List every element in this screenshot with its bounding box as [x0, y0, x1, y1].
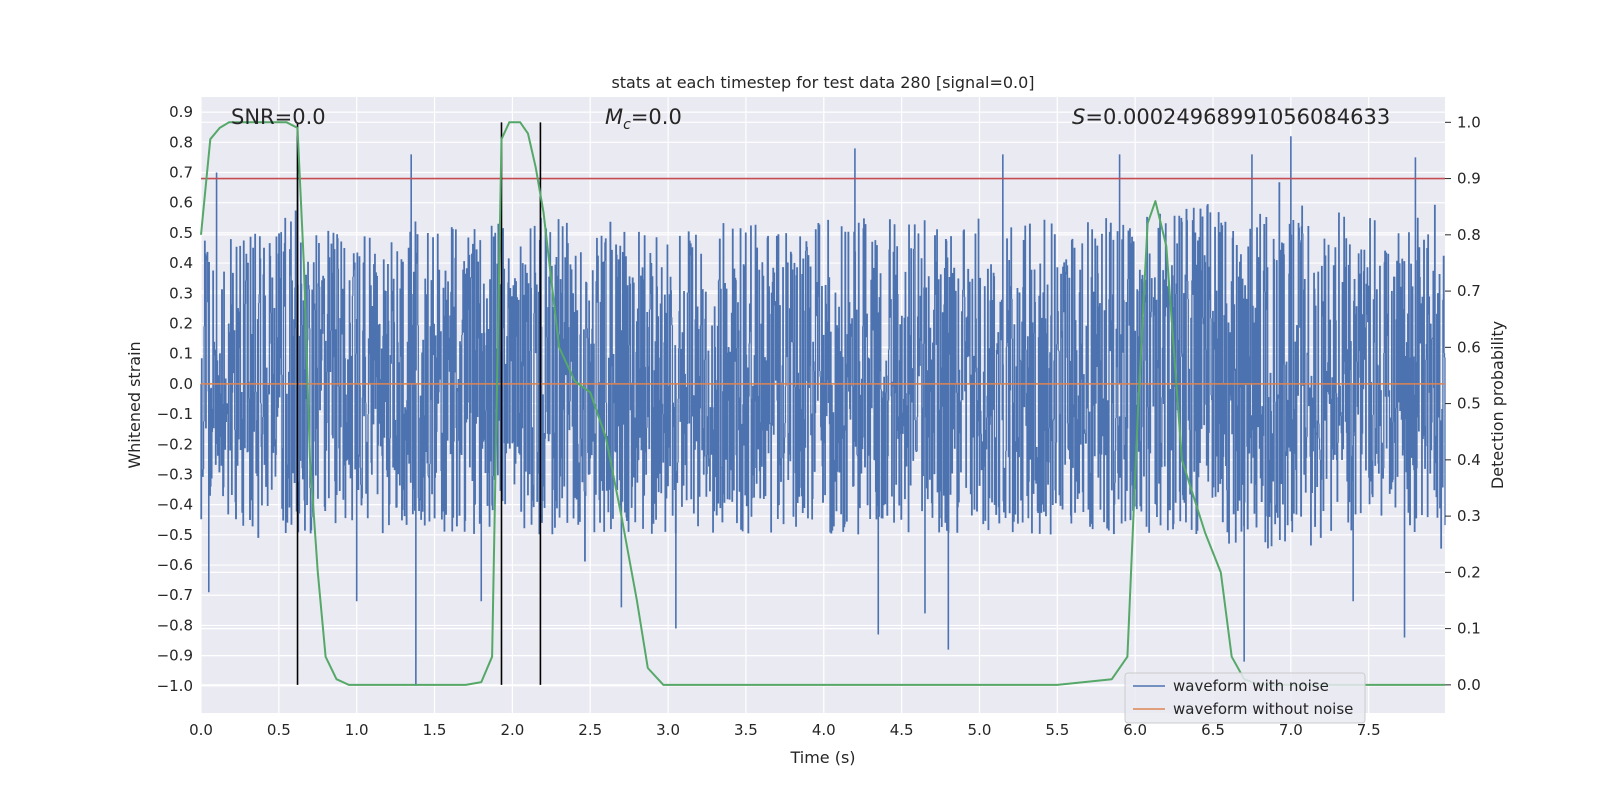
y-tick-label-left: −0.9 — [157, 647, 193, 665]
mc-value: =0.0 — [631, 105, 682, 129]
x-tick-label: 2.5 — [578, 721, 602, 739]
probability-line — [200, 121, 1445, 686]
x-tick-label: 6.0 — [1123, 721, 1147, 739]
x-tick-label: 3.5 — [734, 721, 758, 739]
x-tick-label: 0.5 — [267, 721, 291, 739]
x-tick-label: 1.5 — [423, 721, 447, 739]
y-tick-label-left: −0.4 — [157, 496, 193, 514]
x-tick-label: 4.5 — [890, 721, 914, 739]
y-tick-label-left: 0.8 — [169, 133, 193, 151]
vertical-markers — [296, 122, 542, 685]
y-tick-label-left: 0.9 — [169, 103, 193, 121]
y-tick-label-right: 0.1 — [1457, 620, 1481, 638]
mc-annotation: Mc=0.0 — [605, 105, 682, 133]
x-tick-label: 2.0 — [500, 721, 524, 739]
y-tick-label-right: 0.6 — [1457, 338, 1481, 356]
y-tick-label-right: 1.0 — [1457, 113, 1481, 131]
snr-annotation: SNR=0.0 — [231, 105, 326, 129]
y-ticks-right: 0.0 0.1 0.2 0.3 0.4 0.5 0.6 0.7 0.8 0.9 1.0 — [1445, 113, 1481, 694]
y-tick-label-left: 0.1 — [169, 345, 193, 363]
y-tick-label-left: 0.3 — [169, 284, 193, 302]
y-axis-label-left: Whitened strain — [125, 341, 144, 468]
y-tick-label-left: −0.5 — [157, 526, 193, 544]
y-tick-label-left: −0.6 — [157, 556, 193, 574]
y-tick-label-right: 0.0 — [1457, 676, 1481, 694]
y-tick-label-left: 0.0 — [169, 375, 193, 393]
y-tick-label-right: 0.7 — [1457, 282, 1481, 300]
series-detection-probability — [200, 121, 1445, 686]
x-tick-label: 5.5 — [1045, 721, 1069, 739]
y-tick-label-left: −0.8 — [157, 616, 193, 634]
y-tick-label-right: 0.2 — [1457, 563, 1481, 581]
legend-label-noise: waveform with noise — [1173, 677, 1329, 695]
y-tick-label-right: 0.4 — [1457, 451, 1481, 469]
s-symbol: S — [1072, 105, 1085, 129]
x-tick-label: 1.0 — [345, 721, 369, 739]
y-ticks-left: 0.9 0.8 0.7 0.6 0.5 0.4 0.3 0.2 0.1 0.0 −0.1 −0.2 −0… — [157, 103, 193, 695]
x-tick-label: 7.5 — [1357, 721, 1381, 739]
y-tick-label-right: 0.3 — [1457, 507, 1481, 525]
noise-trace — [200, 182, 1446, 562]
x-tick-label: 4.0 — [812, 721, 836, 739]
x-tick-label: 5.0 — [968, 721, 992, 739]
y-tick-label-left: 0.2 — [169, 314, 193, 332]
y-tick-label-right: 0.9 — [1457, 170, 1481, 188]
y-tick-label-left: 0.6 — [169, 194, 193, 212]
y-tick-label-left: −0.3 — [157, 465, 193, 483]
y-tick-label-left: 0.7 — [169, 163, 193, 181]
series-waveform-with-noise — [200, 136, 1446, 686]
x-ticks: 0.0 0.5 1.0 1.5 2.0 2.5 3.0 3.5 4.0 4.5 5.0 5.5 6.0 6… — [189, 721, 1381, 739]
y-axis-label-right: Detection probability — [1488, 321, 1507, 489]
y-tick-label-left: −1.0 — [157, 677, 193, 695]
y-tick-label-left: −0.2 — [157, 435, 193, 453]
legend: waveform with noise waveform without noi… — [1124, 672, 1366, 724]
y-tick-label-left: −0.7 — [157, 586, 193, 604]
legend-box — [1124, 672, 1366, 724]
mc-subscript: c — [623, 117, 631, 133]
chart-title: stats at each timestep for test data 280… — [611, 73, 1034, 92]
s-annotation: S=0.00024968991056084633 — [1072, 105, 1390, 129]
x-axis-label: Time (s) — [789, 748, 855, 767]
y-tick-label-right: 0.8 — [1457, 226, 1481, 244]
mc-symbol: M — [605, 105, 623, 129]
x-tick-label: 3.0 — [656, 721, 680, 739]
y-tick-label-left: −0.1 — [157, 405, 193, 423]
s-value: =0.00024968991056084633 — [1085, 105, 1390, 129]
y-tick-label-left: 0.4 — [169, 254, 193, 272]
x-tick-label: 0.0 — [189, 721, 213, 739]
y-tick-label-right: 0.5 — [1457, 395, 1481, 413]
y-tick-label-left: 0.5 — [169, 224, 193, 242]
x-tick-label: 6.5 — [1201, 721, 1225, 739]
legend-label-clean: waveform without noise — [1173, 700, 1353, 718]
x-tick-label: 7.0 — [1279, 721, 1303, 739]
